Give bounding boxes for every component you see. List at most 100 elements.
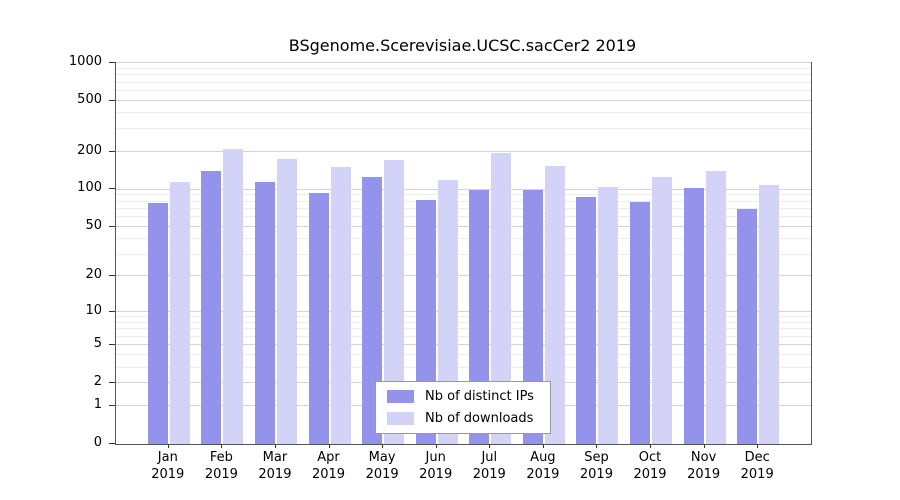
major-gridline (116, 100, 811, 102)
minor-gridline (116, 366, 811, 368)
x-tick-mark (757, 444, 759, 448)
x-tick-month: Aug (530, 450, 556, 465)
x-tick-label: Dec 2019 (730, 449, 784, 483)
x-axis-ticks (115, 444, 810, 449)
x-tick-label: Aug 2019 (516, 449, 570, 483)
x-tick-label: Jun 2019 (409, 449, 463, 483)
x-tick-mark (274, 444, 276, 448)
legend-swatch-downloads (387, 412, 414, 425)
x-tick-year: 2019 (365, 467, 399, 482)
major-gridline (116, 310, 811, 312)
bar-downloads-nov (705, 171, 726, 444)
bar-distinct-ips-sep (576, 197, 597, 444)
x-tick-month: Jul (481, 450, 498, 465)
bar-distinct-ips-dec (737, 208, 758, 444)
y-tick-mark (109, 443, 115, 444)
minor-gridline (116, 335, 811, 337)
bar-downloads-apr (330, 167, 351, 444)
major-gridline (116, 150, 811, 152)
bar-downloads-sep (598, 186, 619, 444)
x-tick-month: Oct (638, 450, 662, 465)
legend-swatch-distinct-ips (387, 390, 414, 403)
y-tick-label: 200 (77, 142, 102, 158)
plot-area: Nb of distinct IPs Nb of downloads (115, 62, 812, 445)
minor-gridline (116, 316, 811, 318)
y-tick-mark (109, 344, 115, 346)
bar-distinct-ips-oct (630, 201, 651, 444)
x-tick-label: Jul 2019 (463, 449, 517, 483)
y-tick-label: 2 (93, 374, 102, 390)
bar-downloads-mar (276, 158, 297, 444)
x-tick-year: 2019 (419, 467, 453, 482)
minor-gridline (116, 253, 811, 255)
x-tick-mark (435, 444, 437, 448)
minor-gridline (116, 90, 811, 92)
y-tick-mark (109, 275, 115, 277)
x-tick-month: Feb (209, 450, 233, 465)
bar-downloads-dec (759, 185, 780, 444)
x-tick-label: Oct 2019 (623, 449, 677, 483)
x-tick-year: 2019 (204, 467, 238, 482)
x-tick-mark (650, 444, 652, 448)
x-tick-mark (382, 444, 384, 448)
legend: Nb of distinct IPs Nb of downloads (375, 381, 551, 434)
minor-gridline (116, 128, 811, 130)
x-tick-mark (703, 444, 705, 448)
minor-gridline (116, 200, 811, 202)
legend-label-distinct-ips: Nb of distinct IPs (425, 389, 534, 404)
minor-gridline (116, 207, 811, 209)
minor-gridline (116, 74, 811, 76)
bar-distinct-ips-apr (308, 193, 329, 444)
x-tick-year: 2019 (633, 467, 667, 482)
bar-distinct-ips-may (362, 177, 383, 444)
bar-distinct-ips-jul (469, 189, 490, 444)
y-tick-mark (109, 404, 115, 406)
y-tick-mark (109, 150, 115, 152)
minor-gridline (116, 354, 811, 356)
x-tick-mark (221, 444, 223, 448)
minor-gridline (116, 67, 811, 69)
y-tick-label: 5 (93, 336, 102, 352)
x-tick-mark (596, 444, 598, 448)
x-tick-year: 2019 (579, 467, 613, 482)
minor-gridline (116, 238, 811, 240)
x-tick-month: Sep (584, 450, 609, 465)
bar-downloads-aug (544, 165, 565, 444)
y-tick-mark (109, 188, 115, 190)
major-gridline (116, 275, 811, 277)
x-tick-label: Apr 2019 (302, 449, 356, 483)
bar-distinct-ips-nov (683, 187, 704, 444)
minor-gridline (116, 194, 811, 196)
y-tick-label: 20 (85, 267, 102, 283)
chart-title: BSgenome.Scerevisiae.UCSC.sacCer2 2019 (288, 36, 637, 55)
x-tick-month: Dec (744, 450, 770, 465)
minor-gridline (116, 216, 811, 218)
x-tick-month: May (368, 450, 396, 465)
bar-downloads-may (384, 160, 405, 444)
minor-gridline (116, 81, 811, 83)
minor-gridline (116, 321, 811, 323)
y-tick-label: 1 (93, 396, 102, 412)
bar-distinct-ips-feb (201, 171, 222, 444)
x-tick-year: 2019 (472, 467, 506, 482)
x-tick-mark (328, 444, 330, 448)
x-tick-mark (167, 444, 169, 448)
x-tick-label: Jan 2019 (141, 449, 195, 483)
bar-downloads-jan (169, 181, 190, 444)
major-gridline (116, 344, 811, 346)
minor-gridline (116, 328, 811, 330)
x-tick-month: Jan (157, 450, 178, 465)
bar-distinct-ips-jan (147, 203, 168, 444)
x-tick-year: 2019 (258, 467, 292, 482)
x-tick-year: 2019 (687, 467, 721, 482)
y-tick-mark (109, 226, 115, 228)
x-tick-mark (489, 444, 491, 448)
legend-label-downloads: Nb of downloads (425, 411, 534, 426)
y-tick-mark (109, 310, 115, 312)
y-tick-label: 50 (85, 218, 102, 234)
x-tick-year: 2019 (151, 467, 185, 482)
x-tick-month: Mar (262, 450, 288, 465)
y-tick-mark (109, 100, 115, 102)
x-tick-label: May 2019 (355, 449, 409, 483)
bar-downloads-jun (437, 179, 458, 444)
